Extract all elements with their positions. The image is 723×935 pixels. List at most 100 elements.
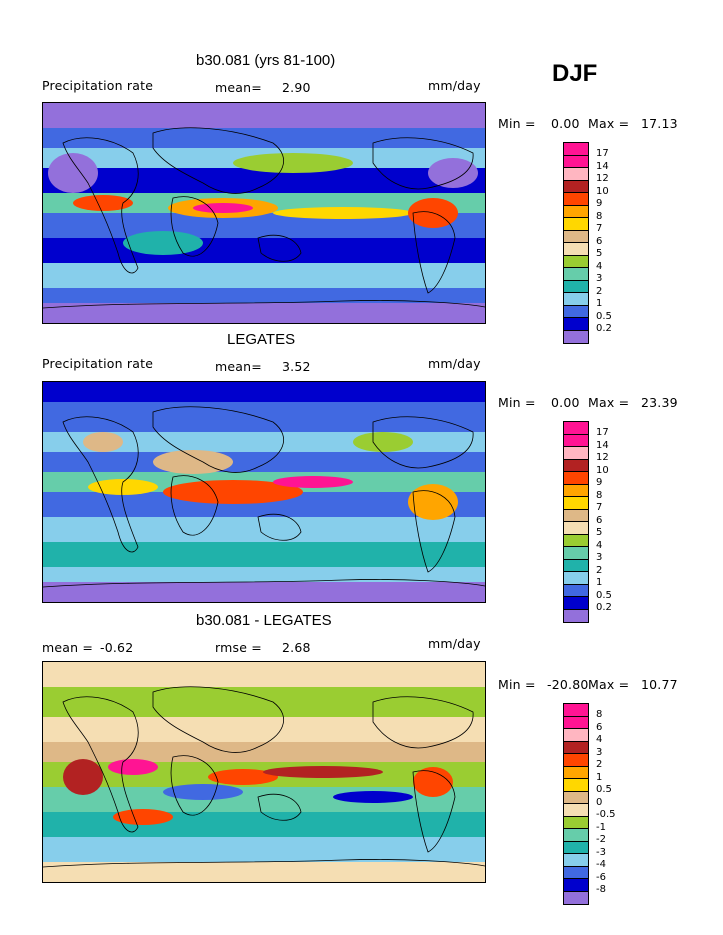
legend-label: -0.5 — [596, 809, 616, 820]
rmse-label: rmse = — [215, 640, 262, 655]
min-label: Min = — [498, 677, 536, 692]
legend-swatch — [564, 704, 588, 717]
panel-title: b30.081 (yrs 81-100) — [196, 52, 336, 69]
legend-label: 9 — [596, 477, 603, 488]
legend-swatch — [564, 716, 588, 729]
legend-label: 10 — [596, 185, 609, 197]
legend-swatch — [564, 597, 588, 610]
legend-swatch — [564, 891, 588, 904]
legend-label: 12 — [596, 173, 609, 184]
legend-label: 0.5 — [596, 310, 612, 322]
legend-swatch — [564, 791, 588, 804]
legend-swatch — [564, 484, 588, 497]
legend-swatch — [564, 422, 588, 435]
legend-label: 4 — [596, 734, 603, 745]
legend-label: 9 — [596, 198, 603, 209]
legend-label: 0 — [596, 796, 603, 808]
legend-label: 5 — [596, 527, 603, 538]
legend-swatch — [564, 509, 588, 522]
legend-swatch — [564, 766, 588, 779]
units-label: mm/day — [428, 636, 481, 651]
max-label: Max = — [588, 116, 630, 131]
rmse-value: 2.68 — [282, 640, 311, 655]
precip-map — [42, 102, 486, 324]
legend-swatch — [564, 330, 588, 343]
legend-label: 5 — [596, 248, 603, 259]
precip-map — [42, 381, 486, 603]
legend-label: 3 — [596, 552, 603, 563]
legend-label: 17 — [596, 148, 609, 159]
legend-label: 1 — [596, 298, 603, 309]
legend-swatch — [564, 280, 588, 293]
legend-label: 0.2 — [596, 323, 612, 334]
mean-value: 3.52 — [282, 359, 311, 374]
season-label: DJF — [552, 60, 598, 87]
legend-label: 2 — [596, 759, 603, 770]
legend-swatch — [564, 829, 588, 842]
mean-value: 2.90 — [282, 80, 311, 95]
units-label: mm/day — [428, 356, 481, 371]
map-field — [43, 662, 485, 882]
mean-label: mean= — [215, 80, 262, 95]
legend-label: 7 — [596, 223, 603, 234]
legend-swatch — [564, 804, 588, 817]
color-legend — [563, 703, 589, 905]
legend-label: 17 — [596, 427, 609, 438]
legend-label: 0.5 — [596, 589, 612, 601]
legend-label: 0.2 — [596, 602, 612, 613]
legend-label: 4 — [596, 539, 603, 551]
legend-swatch — [564, 559, 588, 572]
legend-swatch — [564, 218, 588, 231]
legend-label: 6 — [596, 514, 603, 526]
legend-swatch — [564, 155, 588, 168]
legend-swatch — [564, 318, 588, 331]
legend-label: -2 — [596, 834, 606, 845]
color-legend — [563, 421, 589, 623]
min-label: Min = — [498, 395, 536, 410]
legend-label: -1 — [596, 821, 606, 833]
legend-label: 3 — [596, 273, 603, 284]
max-value: 10.77 — [641, 677, 678, 692]
max-label: Max = — [588, 677, 630, 692]
legend-label: 4 — [596, 260, 603, 272]
legend-label: 10 — [596, 464, 609, 476]
legend-swatch — [564, 729, 588, 742]
legend-swatch — [564, 547, 588, 560]
legend-swatch — [564, 584, 588, 597]
variable-label: Precipitation rate — [42, 78, 154, 93]
legend-swatch — [564, 816, 588, 829]
legend-swatch — [564, 754, 588, 767]
legend-label: -8 — [596, 884, 606, 895]
legend-label: 12 — [596, 452, 609, 463]
legend-label: 8 — [596, 489, 603, 501]
legend-swatch — [564, 180, 588, 193]
legend-swatch — [564, 243, 588, 256]
legend-label: -3 — [596, 846, 606, 858]
legend-label: 0.5 — [596, 784, 612, 795]
legend-swatch — [564, 741, 588, 754]
mean-label: mean= — [215, 359, 262, 374]
legend-label: 2 — [596, 285, 603, 297]
legend-label: 2 — [596, 564, 603, 576]
min-label: Min = — [498, 116, 536, 131]
legend-label: 8 — [596, 210, 603, 222]
legend-swatch — [564, 255, 588, 268]
mean-label: mean = — [42, 640, 94, 655]
legend-swatch — [564, 472, 588, 485]
max-label: Max = — [588, 395, 630, 410]
legend-swatch — [564, 534, 588, 547]
map-field — [43, 103, 485, 323]
units-label: mm/day — [428, 78, 481, 93]
legend-swatch — [564, 497, 588, 510]
legend-label: -6 — [596, 871, 606, 883]
legend-label: 1 — [596, 577, 603, 588]
legend-swatch — [564, 293, 588, 306]
legend-swatch — [564, 854, 588, 867]
legend-swatch — [564, 459, 588, 472]
panel-title: LEGATES — [227, 331, 296, 348]
min-value: -20.80 — [547, 677, 589, 692]
legend-swatch — [564, 879, 588, 892]
panel-title: b30.081 - LEGATES — [196, 612, 332, 629]
map-field — [43, 382, 485, 602]
legend-label: 1 — [596, 771, 603, 783]
